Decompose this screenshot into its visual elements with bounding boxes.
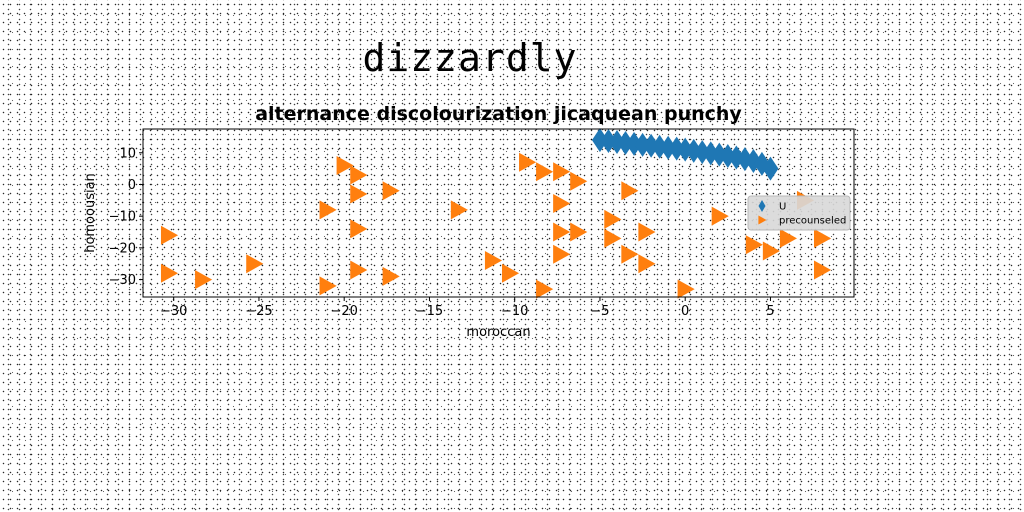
y-tick-label: 0 <box>128 178 136 193</box>
series-precounseled-point <box>350 219 368 239</box>
series-precounseled-point <box>779 228 798 248</box>
series-precounseled-point <box>450 200 468 220</box>
series-precounseled-point <box>484 251 503 271</box>
series-precounseled-point <box>382 266 400 286</box>
series-precounseled-point <box>319 200 337 220</box>
x-axis-ticks: −30 −25 −20 −15 −10 −5 0 5 <box>160 297 775 319</box>
series-precounseled-point <box>160 225 179 245</box>
x-tick-label: −5 <box>590 304 609 319</box>
series-precounseled-point <box>604 209 622 229</box>
x-tick-label: −15 <box>416 304 443 319</box>
series-precounseled-point <box>501 263 520 283</box>
series-precounseled-point <box>519 152 537 172</box>
series-precounseled-point <box>195 270 213 290</box>
series-precounseled-point <box>621 181 639 201</box>
series-precounseled-point <box>814 260 832 280</box>
figure-super-title: dizzardly <box>362 36 578 80</box>
series-precounseled-point <box>745 235 763 255</box>
series-precounseled-point <box>350 165 368 185</box>
series-precounseled-point <box>536 279 554 299</box>
series-precounseled-point <box>553 222 571 242</box>
series-precounseled-point <box>638 254 656 274</box>
y-axis-label: homoousian <box>83 173 98 253</box>
series-precounseled-point <box>350 184 368 204</box>
series-precounseled-point <box>160 263 179 283</box>
series-precounseled-point <box>319 276 337 296</box>
series-precounseled-point <box>814 228 832 248</box>
y-tick-label: 10 <box>119 146 136 161</box>
x-tick-label: −25 <box>245 304 272 319</box>
x-axis-label: moroccan <box>466 325 530 340</box>
y-tick-label: −10 <box>109 210 136 225</box>
series-precounseled-point <box>638 222 656 242</box>
chart-marks <box>160 128 832 299</box>
series-precounseled-point <box>677 279 695 299</box>
series-precounseled-point <box>246 254 264 274</box>
series-u-point <box>762 156 779 181</box>
series-precounseled-point <box>570 222 588 242</box>
series-precounseled-point <box>711 206 729 226</box>
y-axis-ticks: 10 0 −10 −20 −30 <box>109 146 143 288</box>
y-tick-label: −20 <box>109 241 136 256</box>
series-precounseled-point <box>570 171 588 191</box>
y-tick-label: −30 <box>109 273 136 288</box>
plot-frame <box>142 128 855 298</box>
series-precounseled-point <box>336 155 354 175</box>
x-tick-label: 5 <box>766 304 774 319</box>
legend-label: precounseled <box>779 216 846 227</box>
series-precounseled-point <box>604 228 622 248</box>
x-tick-label: 0 <box>681 304 689 319</box>
series-precounseled-point <box>553 193 571 213</box>
chart-title: alternance discolourization jicaquean pu… <box>255 103 742 125</box>
legend-label: U <box>779 202 786 213</box>
series-precounseled-point <box>553 244 571 264</box>
legend-triangle-marker <box>758 215 767 225</box>
x-tick-label: −10 <box>501 304 528 319</box>
legend-diamond-marker <box>758 200 766 212</box>
legend-box <box>747 195 851 231</box>
series-precounseled-point <box>350 260 368 280</box>
series-precounseled-point <box>621 244 639 264</box>
series-precounseled-point <box>553 162 571 182</box>
series-precounseled-point <box>762 241 780 261</box>
x-tick-label: −30 <box>160 304 187 319</box>
series-precounseled-point <box>536 162 554 182</box>
x-tick-label: −20 <box>330 304 357 319</box>
series-precounseled-point <box>382 181 400 201</box>
